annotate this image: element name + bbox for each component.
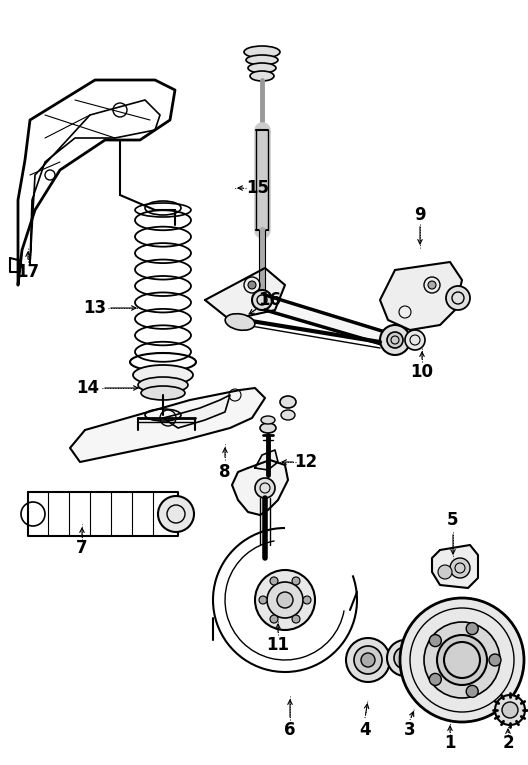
Text: 1: 1: [444, 734, 456, 752]
Text: 9: 9: [414, 206, 426, 224]
Circle shape: [255, 478, 275, 498]
Circle shape: [502, 702, 518, 718]
Circle shape: [277, 592, 293, 608]
Text: 7: 7: [76, 539, 88, 557]
Circle shape: [466, 685, 478, 698]
Ellipse shape: [261, 416, 275, 424]
Circle shape: [446, 286, 470, 310]
Text: 12: 12: [295, 453, 317, 471]
Ellipse shape: [244, 46, 280, 58]
Circle shape: [267, 582, 303, 618]
Circle shape: [387, 332, 403, 348]
Text: 15: 15: [247, 179, 269, 197]
Text: 2: 2: [502, 734, 514, 752]
Ellipse shape: [225, 314, 255, 330]
Circle shape: [255, 570, 315, 630]
Ellipse shape: [260, 423, 276, 433]
Ellipse shape: [141, 386, 185, 400]
Circle shape: [489, 654, 501, 666]
Ellipse shape: [133, 365, 193, 385]
Circle shape: [394, 647, 416, 669]
Circle shape: [252, 290, 272, 310]
Circle shape: [429, 673, 441, 685]
Circle shape: [450, 558, 470, 578]
Text: 11: 11: [267, 636, 289, 654]
Polygon shape: [163, 395, 230, 428]
Circle shape: [270, 615, 278, 623]
Text: 14: 14: [77, 379, 100, 397]
Circle shape: [387, 640, 423, 676]
Circle shape: [424, 622, 500, 698]
Text: 8: 8: [219, 463, 231, 481]
Circle shape: [400, 598, 524, 722]
Circle shape: [495, 695, 525, 725]
Ellipse shape: [138, 377, 188, 393]
Circle shape: [259, 596, 267, 604]
Circle shape: [438, 565, 452, 579]
Circle shape: [405, 330, 425, 350]
Circle shape: [361, 653, 375, 667]
Polygon shape: [432, 545, 478, 588]
Circle shape: [444, 642, 480, 678]
Ellipse shape: [246, 55, 278, 65]
Ellipse shape: [248, 63, 276, 73]
Polygon shape: [205, 268, 285, 320]
Ellipse shape: [281, 410, 295, 420]
Text: 16: 16: [259, 291, 281, 309]
Polygon shape: [232, 460, 288, 515]
Circle shape: [158, 496, 194, 532]
Circle shape: [429, 635, 441, 646]
Circle shape: [428, 281, 436, 289]
Circle shape: [450, 648, 474, 672]
Text: 5: 5: [447, 511, 459, 529]
Ellipse shape: [250, 71, 274, 81]
Circle shape: [292, 577, 300, 585]
Circle shape: [303, 596, 311, 604]
Text: 4: 4: [359, 721, 371, 739]
Polygon shape: [255, 450, 278, 470]
Circle shape: [248, 281, 256, 289]
Circle shape: [346, 638, 390, 682]
Text: 13: 13: [83, 299, 107, 317]
Polygon shape: [265, 295, 395, 348]
Text: 6: 6: [284, 721, 296, 739]
Circle shape: [437, 635, 487, 685]
Circle shape: [292, 615, 300, 623]
Ellipse shape: [280, 396, 296, 408]
Circle shape: [466, 623, 478, 635]
Text: 3: 3: [404, 721, 416, 739]
Circle shape: [354, 646, 382, 674]
Circle shape: [380, 325, 410, 355]
Polygon shape: [70, 388, 265, 462]
Text: 10: 10: [410, 363, 433, 381]
Circle shape: [270, 577, 278, 585]
Polygon shape: [380, 262, 462, 330]
Text: 17: 17: [16, 263, 40, 281]
